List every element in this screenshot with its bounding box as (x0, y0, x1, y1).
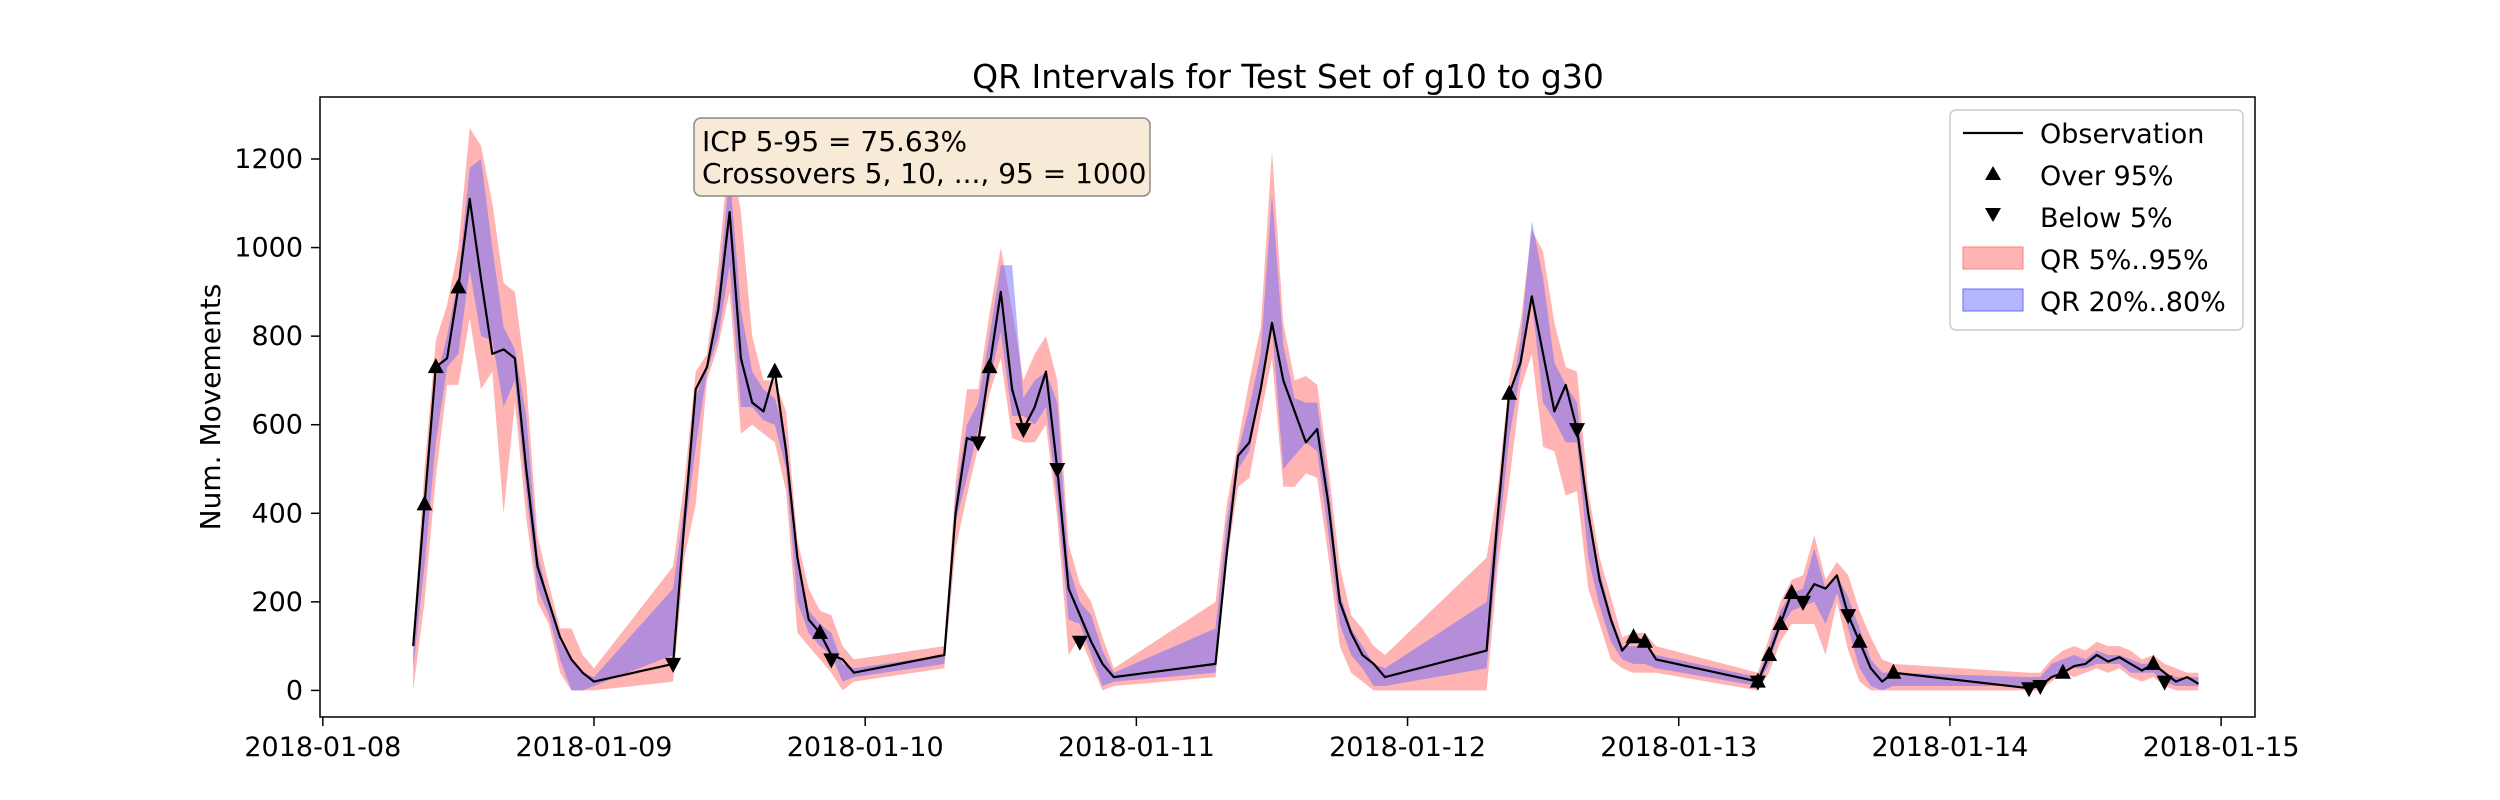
x-tick-label: 2018-01-13 (1600, 732, 1757, 763)
y-axis: 0 200 400 600 800 1000 1200 (234, 144, 320, 706)
series-lines (412, 197, 2200, 690)
series-markers (416, 278, 2173, 698)
below-5-marker (1015, 423, 1032, 439)
legend-frame (1949, 109, 2244, 331)
below-5-marker (1049, 463, 1066, 478)
over-95-marker (2145, 654, 2162, 670)
below-5-marker (1795, 595, 1812, 611)
below-5-marker (1071, 635, 1088, 651)
x-tick-label: 2018-01-15 (2143, 732, 2300, 763)
x-tick-label: 2018-01-08 (244, 732, 401, 763)
legend-down-triangle-icon (1985, 208, 2001, 222)
legend: Observation Over 95% Below 5% QR 5%..95%… (1949, 109, 2244, 331)
legend-up-triangle-icon (1985, 166, 2001, 180)
over-95-marker (766, 362, 783, 378)
y-tick-label: 1200 (234, 144, 303, 175)
over-95-marker (981, 358, 998, 374)
below-5-marker (2021, 682, 2038, 698)
y-axis-label: Num. Movements (194, 284, 227, 531)
over-95-marker (416, 495, 433, 511)
legend-blue-band-icon (1962, 288, 2024, 312)
below-5-marker (823, 653, 840, 669)
over-95-marker (1636, 632, 1653, 648)
below-5-marker (970, 436, 987, 452)
over-95-marker (1851, 632, 1868, 648)
y-tick-label: 800 (251, 321, 303, 352)
x-axis: 2018-01-08 2018-01-09 2018-01-10 2018-01-11… (244, 717, 2300, 763)
legend-red-band-icon (1962, 246, 2024, 270)
legend-label-below-5: Below 5% (2040, 203, 2173, 234)
chart-title: QR Intervals for Test Set of g10 to g30 (972, 57, 1604, 96)
over-95-marker (1885, 663, 1902, 679)
x-tick-label: 2018-01-14 (1871, 732, 2028, 763)
annotation-box: ICP 5-95 = 75.63% Crossovers 5, 10, ...,… (693, 117, 1151, 197)
over-95-marker (427, 358, 444, 374)
legend-label-qr-5-95: QR 5%..95% (2040, 245, 2209, 276)
x-tick-label: 2018-01-10 (787, 732, 944, 763)
legend-label-qr-20-80: QR 20%..80% (2040, 287, 2226, 318)
below-5-marker (1749, 675, 1766, 691)
annotation-line-2: Crossovers 5, 10, ..., 95 = 1000 (702, 157, 1146, 190)
over-95-marker (450, 278, 467, 294)
over-95-marker (811, 623, 828, 639)
y-tick-label: 200 (251, 587, 303, 618)
y-tick-label: 1000 (234, 233, 303, 264)
below-5-marker (2032, 680, 2049, 695)
observation-line (412, 197, 2200, 690)
over-95-marker (1761, 646, 1778, 661)
x-tick-label: 2018-01-09 (516, 732, 673, 763)
over-95-marker (2054, 663, 2071, 679)
y-tick-label: 600 (251, 410, 303, 441)
below-5-marker (1840, 609, 1857, 625)
annotation-background (693, 117, 1151, 197)
annotation-line-1: ICP 5-95 = 75.63% (702, 125, 967, 158)
plot-frame (319, 96, 2256, 718)
below-5-marker (665, 657, 682, 673)
below-5-marker (2156, 675, 2173, 691)
y-tick-label: 0 (286, 675, 303, 706)
qr-20-80-band (413, 159, 2199, 691)
x-tick-label: 2018-01-12 (1329, 732, 1486, 763)
x-tick-label: 2018-01-11 (1058, 732, 1215, 763)
below-5-marker (1569, 423, 1586, 439)
legend-label-over-95: Over 95% (2040, 161, 2174, 192)
over-95-marker (1625, 628, 1642, 644)
legend-label-observation: Observation (2040, 119, 2204, 150)
over-95-marker (1783, 584, 1800, 599)
over-95-marker (1772, 615, 1789, 630)
over-95-marker (1501, 384, 1518, 400)
y-tick-label: 400 (251, 498, 303, 529)
interval-bands (413, 128, 2199, 691)
